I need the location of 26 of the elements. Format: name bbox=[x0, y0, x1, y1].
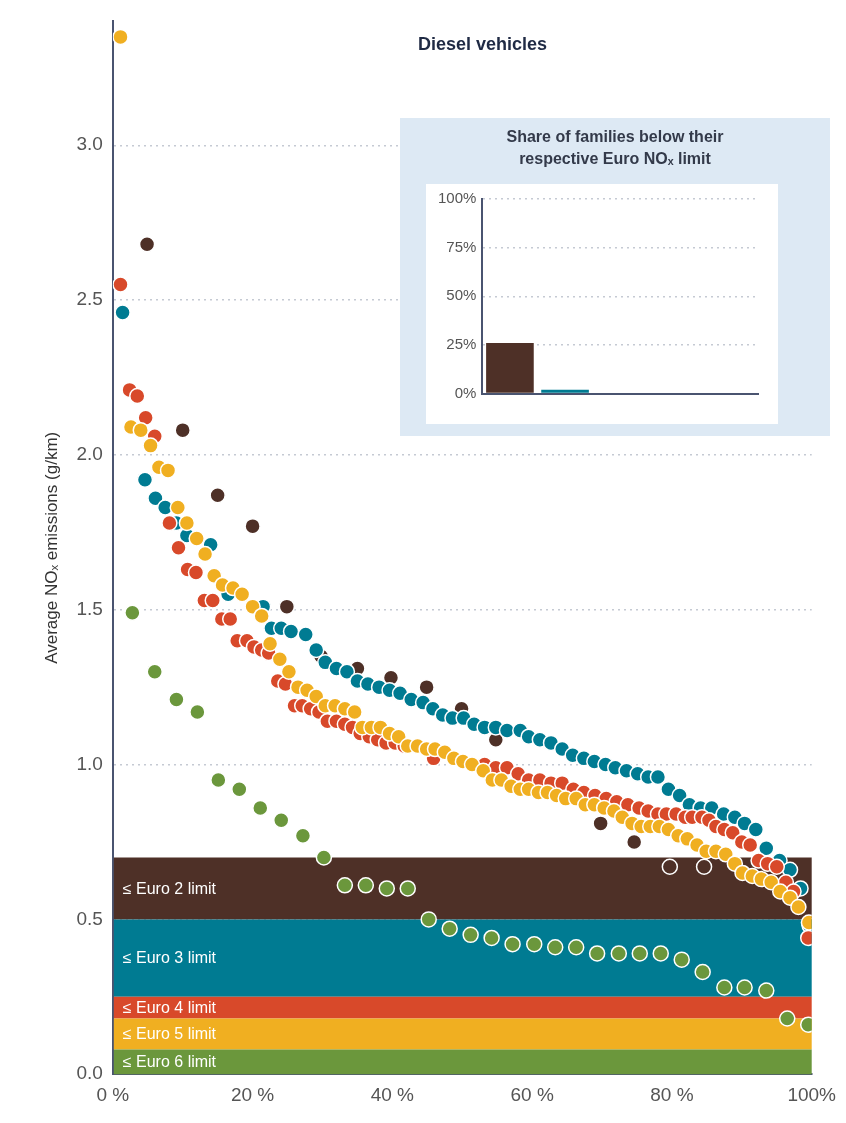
chart-title: Share of families below their respective Euro NOₓ limit bbox=[505, 127, 725, 169]
band-label: ≤ Euro 2 limit bbox=[122, 879, 217, 897]
y-tick-label: 100% bbox=[437, 189, 477, 207]
x-tick-label: 20 % bbox=[230, 1083, 275, 1105]
x-tick-label: 100% bbox=[787, 1083, 837, 1105]
y-tick-label: 1.0 bbox=[76, 752, 103, 774]
y-tick-label: 3.0 bbox=[76, 133, 103, 155]
band-label: ≤ Euro 6 limit bbox=[122, 1053, 217, 1071]
y-tick-label: 0.5 bbox=[76, 907, 103, 929]
y-tick-label: 0.0 bbox=[76, 1062, 103, 1084]
y-tick-label: 75% bbox=[446, 237, 477, 255]
y-tick-label: 25% bbox=[446, 335, 477, 353]
text: Diesel vehicles bbox=[416, 34, 549, 55]
x-tick-label: 0 % bbox=[96, 1083, 130, 1105]
band-label: ≤ Euro 3 limit bbox=[122, 949, 217, 967]
band-label: ≤ Euro 5 limit bbox=[122, 1025, 217, 1043]
y-tick-label: 2.0 bbox=[76, 443, 103, 465]
y-axis-title: Average NOₓ emissions (g/km) bbox=[41, 431, 61, 664]
y-tick-label: 50% bbox=[446, 286, 477, 304]
band-label: ≤ Euro 4 limit bbox=[122, 999, 217, 1017]
y-tick-label: 1.5 bbox=[76, 597, 103, 619]
x-tick-label: 60 % bbox=[510, 1083, 554, 1105]
x-tick-label: 80 % bbox=[650, 1083, 694, 1105]
x-tick-label: 40 % bbox=[370, 1083, 415, 1105]
y-tick-label: 0% bbox=[454, 383, 477, 401]
y-tick-label: 2.5 bbox=[76, 288, 103, 310]
